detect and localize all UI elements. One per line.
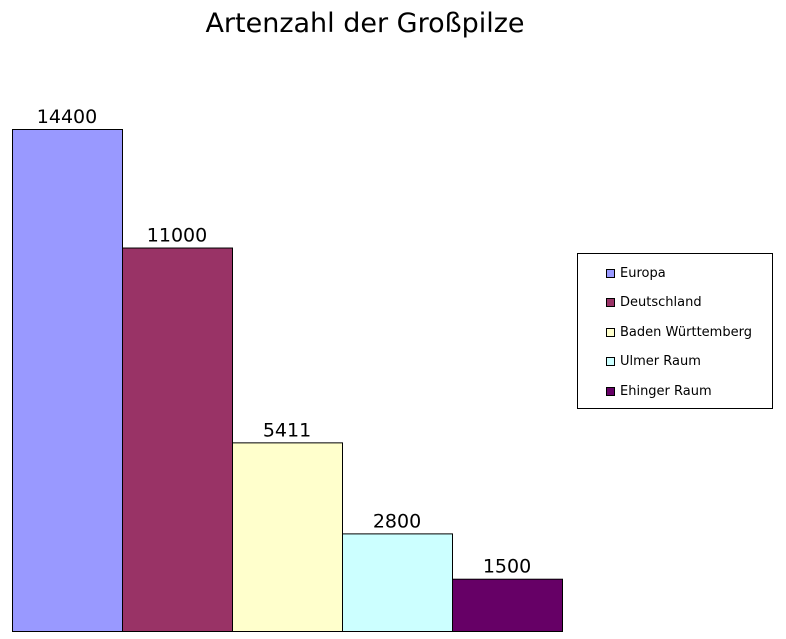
- bar-ulmer-raum: [342, 533, 453, 633]
- bar-deutschland: [122, 247, 233, 632]
- legend-label: Ulmer Raum: [620, 354, 701, 369]
- data-label: 5411: [263, 419, 311, 441]
- bar-ehinger-raum: [452, 578, 563, 632]
- legend-label: Baden Württemberg: [620, 324, 752, 340]
- legend-swatch: [606, 357, 615, 366]
- bar-europa: [12, 129, 123, 632]
- legend-swatch: [606, 298, 615, 307]
- data-label: 11000: [147, 225, 207, 247]
- legend: Europa Deutschland Baden Württemberg Ulmer …: [577, 253, 773, 409]
- legend-item: Baden Württemberg: [606, 324, 752, 340]
- data-labels-group: 14400 11000 5411 2800 1500: [37, 106, 531, 578]
- legend-item: Europa: [606, 265, 666, 281]
- bar-baden-w-rttemberg: [232, 442, 343, 632]
- legend-label: Ehinger Raum: [620, 383, 712, 399]
- data-label: 1500: [483, 556, 531, 578]
- legend-item: Ulmer Raum: [606, 354, 701, 370]
- data-label: 2800: [373, 510, 421, 532]
- data-label: 14400: [37, 106, 97, 128]
- bars-group: [12, 129, 563, 633]
- legend-label: Europa: [620, 265, 666, 281]
- legend-swatch: [606, 327, 615, 337]
- legend-swatch: [606, 268, 615, 278]
- legend-item: Ehinger Raum: [606, 383, 712, 399]
- chart-title: Artenzahl der Großpilze: [205, 8, 525, 39]
- legend-swatch: [606, 386, 615, 396]
- legend-label: Deutschland: [620, 295, 702, 310]
- legend-item: Deutschland: [606, 295, 702, 311]
